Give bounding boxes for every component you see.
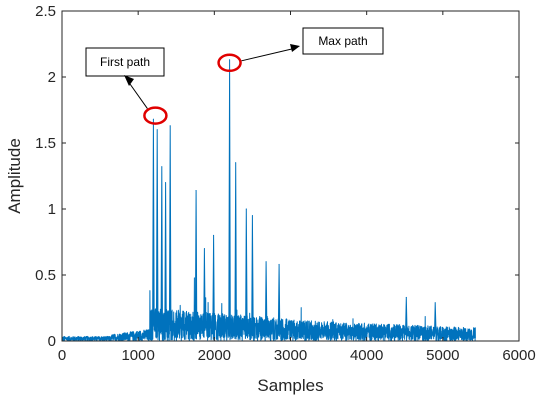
- peak-point: [251, 215, 253, 217]
- y-tick-label: 1: [48, 201, 56, 218]
- y-tick-label: 0: [48, 333, 56, 350]
- x-tick-label: 4000: [350, 347, 383, 364]
- max-path-arrowhead: [290, 44, 300, 52]
- x-tick-label: 6000: [502, 347, 535, 364]
- peak-point: [245, 208, 247, 210]
- y-tick-label: 2.5: [35, 3, 56, 20]
- y-tick-label: 2: [48, 69, 56, 86]
- max-path-arrow-line: [241, 47, 297, 62]
- signal-series: [61, 59, 476, 342]
- first-path-marker: [143, 106, 168, 125]
- first-path-label-box: [85, 47, 165, 77]
- peak-point: [161, 166, 163, 168]
- x-tick-label: 2000: [198, 347, 231, 364]
- x-tick-label: 1000: [121, 347, 154, 364]
- x-axis-ticks: 0 1000 2000 3000 4000 5000 6000: [58, 11, 536, 364]
- peak-point: [235, 162, 237, 164]
- peak-point: [195, 190, 197, 192]
- peak-point: [265, 261, 267, 263]
- peak-point: [278, 263, 280, 265]
- peak-point: [203, 248, 205, 250]
- y-axis-label: Amplitude: [5, 138, 24, 214]
- annotations: First path Max path: [85, 27, 384, 125]
- peak-point: [229, 59, 231, 61]
- first-path-arrowhead: [124, 75, 134, 86]
- peak-point: [169, 125, 171, 127]
- max-path-marker: [217, 53, 242, 73]
- x-tick-label: 0: [58, 347, 66, 364]
- y-tick-label: 1.5: [35, 135, 56, 152]
- x-tick-label: 3000: [274, 347, 307, 364]
- peak-point: [165, 182, 167, 184]
- peak-point: [152, 118, 154, 120]
- peak-point: [213, 234, 215, 236]
- first-path-arrow-line: [129, 83, 148, 109]
- y-axis-ticks: 0 0.5 1 1.5 2 2.5: [35, 3, 519, 350]
- first-path-label: First path: [100, 55, 150, 69]
- y-tick-label: 0.5: [35, 267, 56, 284]
- x-tick-label: 5000: [426, 347, 459, 364]
- x-axis-label: Samples: [257, 376, 323, 395]
- peak-point: [434, 302, 436, 304]
- max-path-label-box: [302, 27, 384, 55]
- peak-point: [405, 296, 407, 298]
- peak-point: [156, 129, 158, 131]
- max-path-label: Max path: [318, 34, 367, 48]
